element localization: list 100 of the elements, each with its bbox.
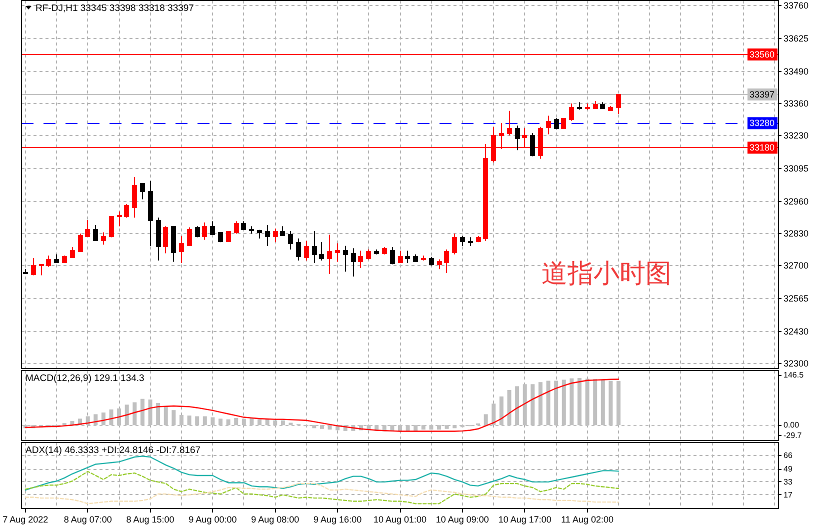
y-tick-label: 33760 bbox=[784, 0, 809, 10]
bar bbox=[242, 418, 246, 426]
candlestick bbox=[280, 226, 285, 237]
candlestick bbox=[187, 226, 192, 246]
candlestick bbox=[593, 100, 598, 109]
candlestick bbox=[210, 220, 215, 235]
bar bbox=[288, 422, 293, 426]
y-tick-label: 33360 bbox=[784, 98, 809, 109]
bar bbox=[492, 404, 496, 426]
bar bbox=[437, 425, 442, 430]
bar bbox=[218, 418, 223, 426]
candlestick bbox=[421, 255, 426, 262]
bar bbox=[164, 406, 168, 426]
bar bbox=[406, 425, 410, 431]
candlestick bbox=[444, 249, 449, 274]
candlestick bbox=[530, 132, 535, 157]
ref-label: 33180 bbox=[747, 142, 778, 154]
candlestick bbox=[569, 103, 574, 122]
bar bbox=[522, 384, 527, 426]
bar bbox=[117, 408, 122, 426]
annotation: 道指小时图 bbox=[542, 258, 672, 288]
x-tick-label: 10 Aug 09:00 bbox=[436, 514, 489, 524]
candlestick bbox=[78, 233, 83, 252]
candlestick bbox=[561, 118, 566, 129]
bar bbox=[273, 420, 278, 426]
x-tick-label: 10 Aug 17:00 bbox=[498, 514, 552, 524]
candlestick bbox=[366, 249, 371, 260]
candlestick bbox=[382, 246, 387, 255]
candlestick bbox=[273, 228, 278, 243]
bar bbox=[585, 378, 590, 426]
candlestick bbox=[179, 236, 184, 264]
candlestick bbox=[132, 176, 137, 218]
candlestick bbox=[70, 246, 75, 258]
candlestick bbox=[335, 242, 340, 262]
y-tick-label: 66 bbox=[784, 450, 793, 460]
candlestick bbox=[460, 236, 465, 246]
candlestick bbox=[257, 229, 262, 239]
x-tick-label: 11 Aug 02:00 bbox=[561, 514, 614, 524]
candlestick bbox=[554, 118, 559, 130]
bar bbox=[226, 419, 230, 426]
y-tick-label: 33490 bbox=[784, 66, 809, 77]
x-tick-label: 9 Aug 08:00 bbox=[251, 514, 300, 524]
candlestick bbox=[163, 226, 168, 254]
x-tick-label: 10 Aug 01:00 bbox=[373, 514, 427, 524]
candlestick bbox=[101, 232, 106, 246]
candlestick bbox=[608, 105, 613, 112]
candlestick bbox=[358, 250, 363, 268]
candlestick bbox=[327, 234, 332, 275]
candlestick bbox=[226, 230, 231, 242]
ref-label: 33280 bbox=[747, 117, 778, 130]
ref-label: 33560 bbox=[747, 48, 778, 60]
ref-line-label: 33180 bbox=[749, 142, 774, 153]
bar bbox=[499, 396, 504, 426]
bar bbox=[234, 418, 238, 426]
bar bbox=[444, 425, 449, 429]
y-tick-label: 33625 bbox=[784, 34, 809, 44]
bar bbox=[187, 416, 192, 426]
bar bbox=[414, 425, 418, 431]
bar bbox=[195, 416, 200, 426]
bar bbox=[562, 380, 566, 426]
bar bbox=[202, 416, 207, 426]
x-tick-label: 7 Aug 2022 bbox=[2, 514, 48, 524]
y-tick-label: 33230 bbox=[784, 130, 809, 140]
candlestick bbox=[468, 236, 473, 246]
candlestick bbox=[577, 102, 582, 110]
candlestick bbox=[109, 216, 114, 238]
ref-line-label: 33397 bbox=[749, 89, 774, 100]
candlestick bbox=[218, 232, 223, 243]
candlestick bbox=[390, 246, 395, 265]
chart-title: MACD(12,26,9) 129.1 134.3 bbox=[26, 373, 144, 384]
candlestick bbox=[515, 125, 520, 151]
x-tick-label: 9 Aug 00:00 bbox=[188, 514, 237, 524]
candlestick bbox=[343, 245, 348, 272]
candlestick bbox=[476, 236, 481, 243]
candlestick bbox=[202, 222, 207, 240]
candlestick bbox=[600, 102, 605, 109]
bar bbox=[546, 380, 550, 426]
candlestick bbox=[234, 220, 239, 234]
candlestick bbox=[117, 210, 122, 227]
candlestick bbox=[85, 220, 90, 237]
bar bbox=[132, 402, 137, 426]
bar bbox=[156, 402, 160, 426]
bar bbox=[452, 425, 457, 428]
x-tick-label: 9 Aug 16:00 bbox=[314, 514, 362, 524]
y-tick-label: 32565 bbox=[784, 294, 809, 304]
candlestick bbox=[413, 254, 418, 262]
candlestick bbox=[585, 103, 590, 110]
y-tick-label: 33 bbox=[784, 477, 793, 486]
y-tick-label: 32300 bbox=[784, 358, 809, 369]
bar bbox=[570, 378, 574, 426]
candlestick bbox=[124, 204, 129, 218]
y-tick-label: 32430 bbox=[784, 326, 809, 337]
bar bbox=[320, 425, 324, 429]
candlestick bbox=[507, 110, 512, 136]
y-tick-label: 32700 bbox=[784, 260, 809, 270]
y-tick-label: 17 bbox=[784, 490, 793, 500]
candlestick bbox=[148, 180, 153, 246]
bar bbox=[530, 384, 535, 426]
bar bbox=[148, 400, 152, 426]
candlestick bbox=[62, 255, 67, 263]
